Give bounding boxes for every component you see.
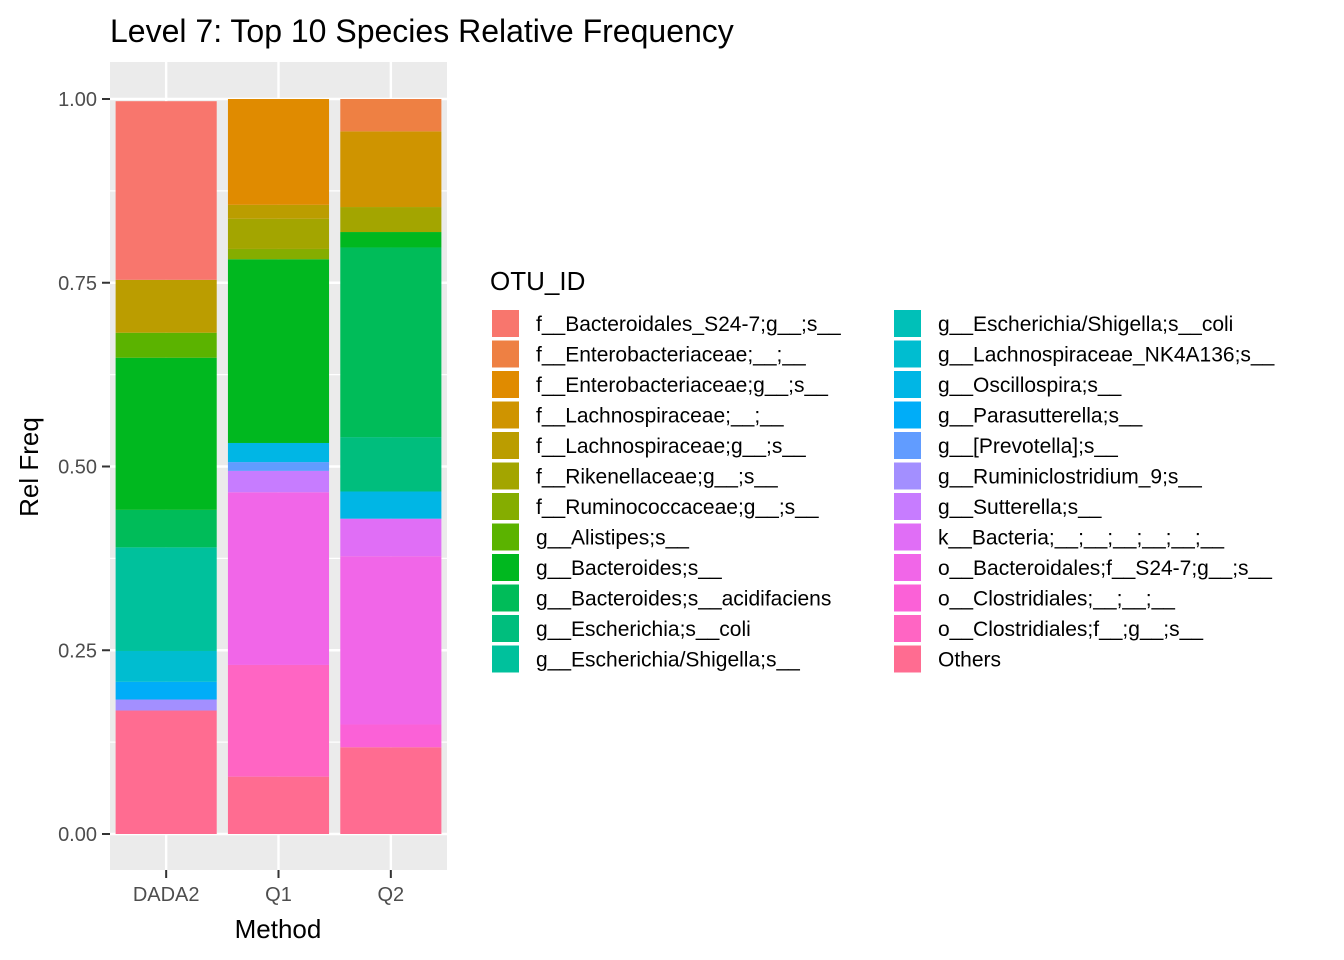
legend-label: g__Alistipes;s__ xyxy=(536,527,689,550)
bar-segment xyxy=(115,357,217,510)
y-axis-title: Rel Freq xyxy=(14,417,44,517)
legend-label: g__Ruminiclostridium_9;s__ xyxy=(938,466,1202,489)
legend-label: g__Bacteroides;s__acidifaciens xyxy=(536,588,831,611)
legend-swatch xyxy=(492,645,519,673)
bar-segment xyxy=(340,491,442,519)
legend-label: g__[Prevotella];s__ xyxy=(938,435,1118,458)
bar-segment xyxy=(227,664,330,777)
legend-swatch xyxy=(492,615,519,642)
bar-segment xyxy=(340,232,442,248)
chart-title: Level 7: Top 10 Species Relative Frequen… xyxy=(110,13,734,49)
legend-swatch xyxy=(492,462,519,490)
bar-segment xyxy=(115,547,217,651)
legend-swatch xyxy=(894,645,921,673)
x-tick-label: DADA2 xyxy=(133,884,200,906)
legend-label: f__Lachnospiraceae;__;__ xyxy=(536,405,784,428)
bar-segment xyxy=(340,747,442,834)
legend-label: f__Bacteroidales_S24-7;g__;s__ xyxy=(536,313,841,336)
bars xyxy=(115,99,442,834)
bar-segment xyxy=(115,332,217,358)
bar-segment xyxy=(340,518,442,557)
y-axis: 0.00 0.25 0.50 0.75 1.00 xyxy=(58,89,110,846)
y-tick-label: 0.25 xyxy=(58,640,97,662)
legend-label: g__Bacteroides;s__ xyxy=(536,557,722,580)
bar-segment xyxy=(227,470,330,493)
bar-segment xyxy=(227,99,330,205)
legend-swatch xyxy=(894,615,921,642)
bar-segment xyxy=(227,776,330,834)
bar-segment xyxy=(227,218,330,249)
legend-swatch xyxy=(894,340,921,368)
y-tick-label: 0.50 xyxy=(58,457,97,479)
legend-label: g__Lachnospiraceae_NK4A136;s__ xyxy=(938,344,1275,367)
y-tick-label: 1.00 xyxy=(58,89,97,111)
legend-swatch xyxy=(894,401,921,429)
bar-segment xyxy=(115,699,217,711)
legend-title: OTU_ID xyxy=(490,266,585,296)
legend-label: g__Escherichia/Shigella;s__ xyxy=(536,649,800,672)
legend-label: g__Sutterella;s__ xyxy=(938,496,1102,519)
bar-segment xyxy=(115,681,217,700)
bar-segment xyxy=(340,556,442,725)
x-axis: DADA2 Q1 Q2 xyxy=(133,870,404,906)
bar-segment xyxy=(115,101,217,280)
legend-swatch xyxy=(894,493,921,520)
legend-swatch xyxy=(894,462,921,490)
bar-segment xyxy=(340,131,442,208)
bar-segment xyxy=(227,259,330,443)
legend-swatch xyxy=(492,401,519,429)
legend-swatch xyxy=(492,310,519,337)
legend-swatch xyxy=(894,554,921,581)
x-axis-title: Method xyxy=(235,914,322,944)
legend-swatch xyxy=(492,554,519,581)
legend-swatch xyxy=(492,371,519,398)
legend-swatch xyxy=(894,310,921,337)
legend-label: Others xyxy=(938,649,1001,672)
legend-swatch xyxy=(492,432,519,459)
legend-swatch xyxy=(492,493,519,520)
legend-label: o__Clostridiales;__;__;__ xyxy=(938,588,1175,611)
legend-label: f__Enterobacteriaceae;g__;s__ xyxy=(536,374,828,397)
legend-label: k__Bacteria;__;__;__;__;__;__ xyxy=(938,527,1224,550)
bar-segment xyxy=(227,442,330,463)
bar-segment xyxy=(340,247,442,438)
legend-label: f__Rikenellaceae;g__;s__ xyxy=(536,466,778,489)
legend-swatch xyxy=(894,432,921,459)
bar-segment xyxy=(340,724,442,748)
legend-label: f__Lachnospiraceae;g__;s__ xyxy=(536,435,806,458)
legend-swatch xyxy=(492,523,519,551)
bar-segment xyxy=(115,710,217,834)
legend-label: g__Escherichia;s__coli xyxy=(536,618,751,641)
legend-label: o__Clostridiales;f__;g__;s__ xyxy=(938,618,1203,641)
y-tick-label: 0.75 xyxy=(58,273,97,295)
bar-segment xyxy=(227,492,330,665)
legend-swatch xyxy=(894,371,921,398)
legend: OTU_ID f__Bacteroidales_S24-7;g__;s__ f__… xyxy=(490,266,1275,673)
legend-label: f__Enterobacteriaceae;__;__ xyxy=(536,344,806,367)
legend-swatch xyxy=(894,584,921,612)
bar-segment xyxy=(340,207,442,233)
bar-segment xyxy=(340,437,442,492)
bar-segment xyxy=(115,279,217,333)
legend-swatch xyxy=(492,584,519,612)
bar-segment xyxy=(227,204,330,219)
legend-label: g__Parasutterella;s__ xyxy=(938,405,1143,428)
x-tick-label: Q2 xyxy=(377,884,404,906)
bar-segment xyxy=(227,462,330,471)
legend-label: o__Bacteroidales;f__S24-7;g__;s__ xyxy=(938,557,1272,580)
legend-swatch xyxy=(894,523,921,551)
bar-segment xyxy=(115,650,217,682)
x-tick-label: Q1 xyxy=(265,884,292,906)
legend-label: g__Escherichia/Shigella;s__coli xyxy=(938,313,1233,336)
bar-segment xyxy=(115,509,217,548)
y-tick-label: 0.00 xyxy=(58,824,97,846)
bar-segment xyxy=(340,99,442,132)
legend-swatch xyxy=(492,340,519,368)
legend-label: g__Oscillospira;s__ xyxy=(938,374,1122,397)
legend-label: f__Ruminococcaceae;g__;s__ xyxy=(536,496,819,519)
bar-segment xyxy=(227,248,330,260)
